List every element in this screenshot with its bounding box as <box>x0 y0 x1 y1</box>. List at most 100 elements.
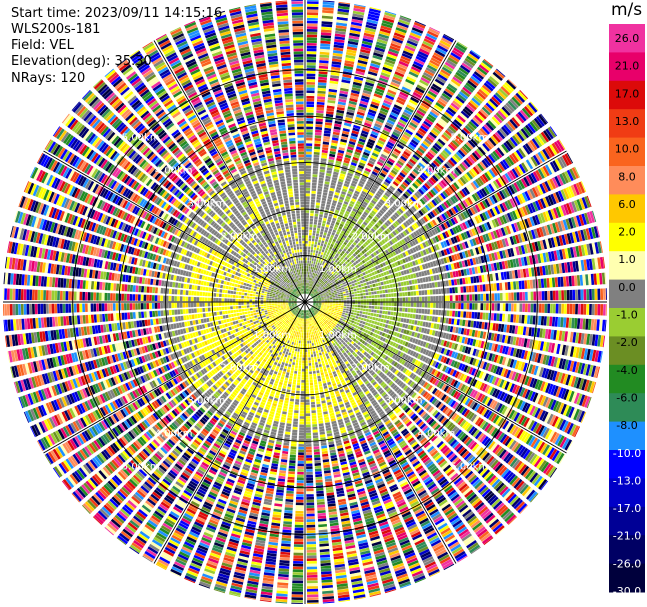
velocity-cell <box>308 243 311 247</box>
velocity-cell <box>366 114 375 120</box>
velocity-cell <box>321 300 325 301</box>
velocity-cell <box>347 146 354 151</box>
velocity-cell <box>305 268 307 272</box>
velocity-cell <box>403 318 407 323</box>
velocity-cell <box>305 232 309 236</box>
velocity-cell <box>306 98 315 102</box>
velocity-cell <box>358 277 362 281</box>
velocity-cell <box>379 74 390 81</box>
velocity-cell <box>459 319 463 326</box>
velocity-cell <box>305 266 307 269</box>
velocity-cell <box>314 210 319 214</box>
velocity-cell <box>305 263 307 266</box>
velocity-cell <box>388 279 392 284</box>
velocity-cell <box>362 172 369 178</box>
velocity-cell <box>327 196 333 200</box>
velocity-cell <box>352 297 355 300</box>
velocity-cell <box>320 231 324 235</box>
velocity-cell <box>325 238 329 242</box>
velocity-cell <box>576 275 581 286</box>
velocity-cell <box>379 306 383 310</box>
velocity-cell <box>345 114 354 119</box>
velocity-cell <box>349 164 356 169</box>
velocity-cell <box>412 314 416 319</box>
velocity-cell <box>486 303 489 311</box>
velocity-cell <box>346 306 350 309</box>
velocity-cell <box>352 10 365 16</box>
velocity-cell <box>305 227 309 230</box>
velocity-cell <box>305 199 310 202</box>
velocity-cell <box>389 284 393 288</box>
velocity-cell <box>508 292 512 301</box>
velocity-cell <box>449 310 453 317</box>
velocity-cell <box>408 34 420 42</box>
velocity-cell <box>363 296 366 299</box>
velocity-cell <box>463 303 467 310</box>
velocity-cell <box>319 214 323 218</box>
velocity-cell <box>351 89 360 95</box>
velocity-cell <box>377 318 381 322</box>
velocity-cell <box>311 269 314 273</box>
velocity-cell <box>308 289 310 292</box>
velocity-cell <box>309 283 311 287</box>
velocity-cell <box>551 277 556 288</box>
velocity-cell <box>465 286 469 293</box>
velocity-cell <box>307 277 309 280</box>
velocity-cell <box>373 287 377 291</box>
velocity-cell <box>308 246 311 250</box>
velocity-cell <box>315 202 320 206</box>
velocity-cell <box>405 297 408 302</box>
velocity-cell <box>558 303 562 314</box>
velocity-cell <box>305 201 310 205</box>
velocity-cell <box>324 122 333 126</box>
velocity-cell <box>340 87 349 92</box>
velocity-cell <box>336 291 340 294</box>
velocity-cell <box>430 296 433 302</box>
velocity-cell <box>335 295 338 297</box>
velocity-cell <box>353 321 357 325</box>
velocity-cell <box>337 104 346 109</box>
velocity-cell <box>366 319 370 323</box>
velocity-cell <box>355 169 362 175</box>
velocity-cell <box>491 293 495 301</box>
velocity-cell <box>344 286 348 289</box>
velocity-cell <box>315 236 319 240</box>
velocity-cell <box>380 72 391 78</box>
velocity-cell <box>354 151 361 156</box>
velocity-cell <box>376 38 388 45</box>
velocity-cell <box>308 241 311 244</box>
velocity-cell <box>434 282 438 288</box>
velocity-cell <box>351 16 364 21</box>
velocity-cell <box>327 97 336 101</box>
velocity-cell <box>364 119 373 125</box>
velocity-cell <box>375 283 379 287</box>
velocity-cell <box>307 9 319 13</box>
velocity-cell <box>307 6 319 10</box>
velocity-cell <box>351 307 355 310</box>
velocity-cell <box>342 289 346 292</box>
velocity-cell <box>305 204 310 208</box>
velocity-cell <box>532 279 536 289</box>
velocity-cell <box>543 316 547 326</box>
velocity-cell <box>419 302 422 308</box>
velocity-cell <box>320 254 323 258</box>
velocity-cell <box>348 103 357 108</box>
velocity-cell <box>384 97 394 103</box>
velocity-cell <box>413 291 417 296</box>
velocity-cell <box>376 286 379 291</box>
velocity-cell <box>340 307 344 310</box>
velocity-cell <box>308 235 312 239</box>
velocity-cell <box>359 51 370 57</box>
velocity-cell <box>425 322 429 328</box>
velocity-cell <box>490 283 494 291</box>
velocity-cell <box>321 249 325 253</box>
velocity-cell <box>305 291 307 294</box>
velocity-cell <box>361 43 372 49</box>
velocity-cell <box>343 159 350 164</box>
velocity-cell <box>384 285 388 289</box>
velocity-cell <box>412 24 425 32</box>
velocity-cell <box>314 135 322 139</box>
velocity-cell <box>361 40 373 46</box>
velocity-cell <box>333 194 339 199</box>
velocity-cell <box>340 296 344 298</box>
